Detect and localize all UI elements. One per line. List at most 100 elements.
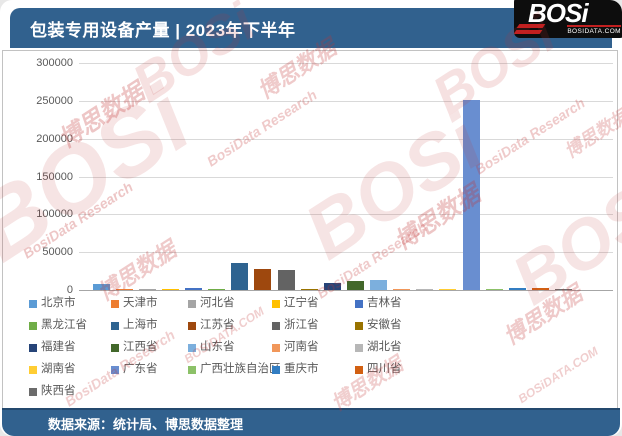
y-axis-tick-label: 150000 <box>36 170 73 183</box>
data-source-note: 数据来源：统计局、博思数据整理 <box>48 416 244 432</box>
legend-label: 湖南省 <box>41 363 76 375</box>
y-axis-tick-label: 200000 <box>36 132 73 145</box>
legend-swatch-icon <box>355 343 363 352</box>
bosi-logo: BOSi BOSIDATA.COM <box>514 0 622 38</box>
bar-福建省 <box>323 282 341 290</box>
y-axis-tick-label: 0 <box>66 284 73 296</box>
legend-label: 浙江省 <box>284 319 319 331</box>
legend-label: 四川省 <box>367 363 402 375</box>
legend-label: 陕西省 <box>41 385 76 397</box>
chart-legend: 北京市 天津市 河北省 辽宁省 吉林省黑龙江省 上海市 江苏省 浙江省 安徽省福建省 江西省 山东省… <box>29 297 609 398</box>
legend-label: 广东省 <box>123 363 158 375</box>
legend-swatch-icon <box>272 343 280 352</box>
bar-上海市 <box>231 263 249 290</box>
y-axis-tick-label: 100000 <box>36 208 73 221</box>
legend-label: 北京市 <box>41 297 76 309</box>
y-axis-tick-label: 50000 <box>42 246 73 259</box>
legend-item-山东省: 山东省 <box>188 341 272 354</box>
bar-辽宁省 <box>161 288 179 290</box>
legend-swatch-icon <box>29 299 37 308</box>
bar-黑龙江省 <box>208 288 226 290</box>
bar-吉林省 <box>185 288 202 290</box>
legend-label: 江苏省 <box>200 319 235 331</box>
legend-item-广东省: 广东省 <box>111 363 188 376</box>
bosi-logo-text: BOSi <box>528 0 589 28</box>
logo-stripe-icon <box>514 30 543 34</box>
legend-swatch-icon <box>111 365 119 374</box>
legend-item-北京市: 北京市 <box>29 297 111 310</box>
y-axis-tick-label: 250000 <box>36 94 73 107</box>
bar-江苏省 <box>254 269 272 290</box>
gridline <box>79 176 613 178</box>
legend-label: 河北省 <box>200 297 235 309</box>
legend-item-江西省: 江西省 <box>111 341 188 354</box>
bar-河北省 <box>138 288 156 290</box>
legend-label: 安徽省 <box>367 319 402 331</box>
gridline <box>79 290 613 291</box>
bar-河南省 <box>393 288 411 290</box>
legend-label: 广西壮族自治区 <box>200 363 281 375</box>
legend-label: 辽宁省 <box>284 297 319 309</box>
legend-item-重庆市: 重庆市 <box>272 363 355 376</box>
gridline <box>79 252 613 254</box>
chart-area: 北京市 天津市 河北省 辽宁省 吉林省黑龙江省 上海市 江苏省 浙江省 安徽省福建省 江西省 山东省… <box>2 50 618 409</box>
legend-item-天津市: 天津市 <box>111 297 188 310</box>
legend-item-江苏省: 江苏省 <box>188 319 272 332</box>
bar-湖北省 <box>416 288 434 290</box>
legend-swatch-icon <box>272 365 280 374</box>
legend-label: 吉林省 <box>367 297 402 309</box>
legend-swatch-icon <box>29 387 37 396</box>
legend-label: 黑龙江省 <box>41 319 87 331</box>
legend-item-陕西省: 陕西省 <box>29 385 111 398</box>
legend-item-福建省: 福建省 <box>29 341 111 354</box>
legend-item-河北省: 河北省 <box>188 297 272 310</box>
chart-header: 包装专用设备产量 | 2023年下半年 <box>10 8 612 48</box>
bar-陕西省 <box>555 288 572 290</box>
legend-item-安徽省: 安徽省 <box>355 319 609 332</box>
y-axis-tick-label: 300000 <box>36 57 73 69</box>
gridline <box>79 100 613 102</box>
legend-item-湖北省: 湖北省 <box>355 341 609 354</box>
legend-swatch-icon <box>29 365 37 374</box>
legend-swatch-icon <box>111 321 119 330</box>
legend-item-广西壮族自治区: 广西壮族自治区 <box>188 363 281 376</box>
gridline <box>79 138 613 140</box>
legend-swatch-icon <box>111 299 119 308</box>
legend-label: 山东省 <box>200 341 235 353</box>
legend-swatch-icon <box>355 321 363 330</box>
legend-swatch-icon <box>355 299 363 308</box>
legend-swatch-icon <box>272 299 280 308</box>
legend-swatch-icon <box>188 365 196 374</box>
legend-label: 重庆市 <box>284 363 319 375</box>
bar-四川省 <box>531 288 549 290</box>
legend-item-河南省: 河南省 <box>272 341 355 354</box>
legend-swatch-icon <box>272 321 280 330</box>
bar-浙江省 <box>277 270 295 290</box>
bar-安徽省 <box>300 288 318 290</box>
legend-item-黑龙江省: 黑龙江省 <box>29 319 111 332</box>
legend-swatch-icon <box>188 343 196 352</box>
legend-label: 福建省 <box>41 341 76 353</box>
gridline <box>79 63 613 64</box>
legend-label: 河南省 <box>284 341 319 353</box>
legend-item-上海市: 上海市 <box>111 319 188 332</box>
bar-江西省 <box>346 280 364 290</box>
legend-item-辽宁省: 辽宁省 <box>272 297 355 310</box>
chart-title: 包装专用设备产量 | 2023年下半年 <box>30 20 296 40</box>
legend-swatch-icon <box>355 365 363 374</box>
legend-swatch-icon <box>29 343 37 352</box>
legend-label: 上海市 <box>123 319 158 331</box>
chart-footer: 数据来源：统计局、博思数据整理 <box>2 408 620 436</box>
legend-item-吉林省: 吉林省 <box>355 297 609 310</box>
bar-湖南省 <box>439 288 457 290</box>
bar-广西壮族自治区 <box>485 288 503 290</box>
legend-label: 江西省 <box>123 341 158 353</box>
legend-item-湖南省: 湖南省 <box>29 363 111 376</box>
logo-stripe-icon <box>516 24 546 28</box>
bosi-logo-site: BOSIDATA.COM <box>567 25 621 35</box>
legend-swatch-icon <box>188 299 196 308</box>
bar-广东省 <box>462 100 480 290</box>
legend-label: 天津市 <box>123 297 158 309</box>
legend-swatch-icon <box>188 321 196 330</box>
